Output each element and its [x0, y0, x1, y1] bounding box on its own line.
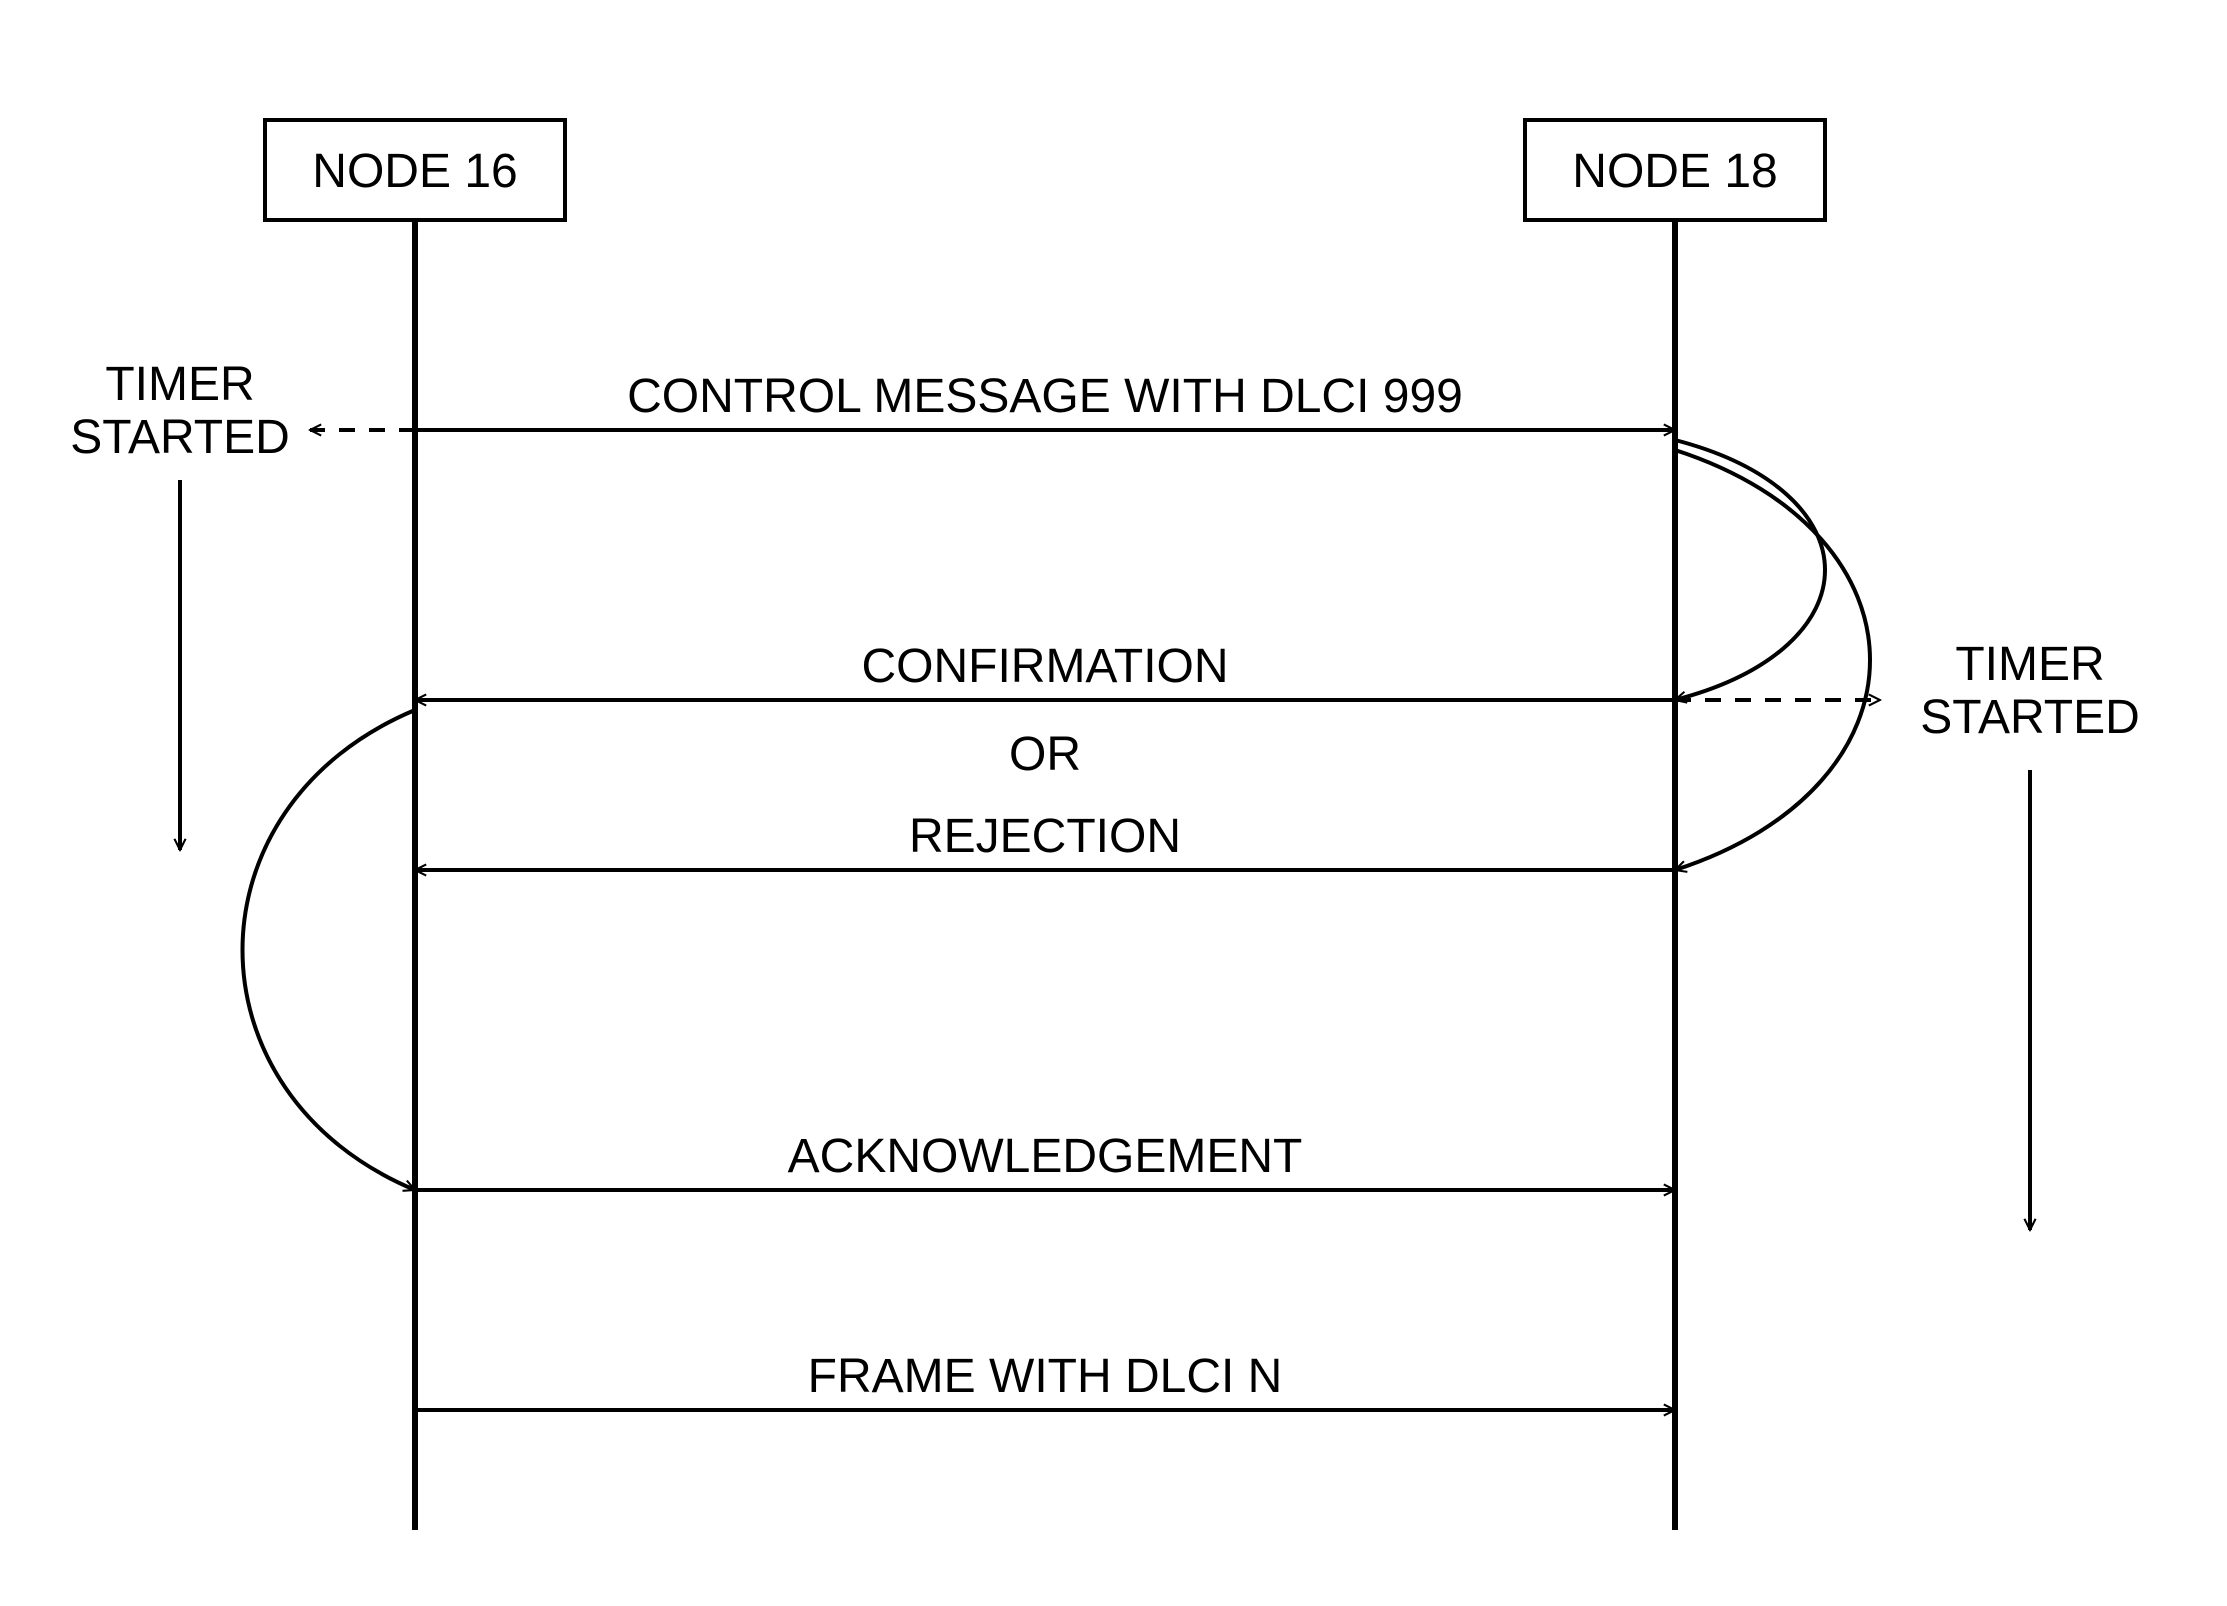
curve-right-1: [1675, 440, 1825, 700]
node-label-left: NODE 16: [312, 145, 517, 198]
message-label-control: CONTROL MESSAGE WITH DLCI 999: [627, 370, 1463, 423]
timer-label1-right: TIMER: [1955, 638, 2104, 691]
message-label-rejection: REJECTION: [909, 810, 1181, 863]
timer-label2-right: STARTED: [1920, 691, 2140, 744]
message-label-ack: ACKNOWLEDGEMENT: [788, 1130, 1303, 1183]
node-label-right: NODE 18: [1572, 145, 1777, 198]
timer-label1-left: TIMER: [105, 358, 254, 411]
timer-label2-left: STARTED: [70, 411, 290, 464]
message-label-or: OR: [1009, 728, 1081, 781]
sequence-diagram: NODE 16 NODE 18 CONTROL MESSAGE WITH DLCI …: [0, 0, 2227, 1606]
message-label-confirmation: CONFIRMATION: [861, 640, 1228, 693]
curve-right-2: [1675, 450, 1870, 870]
curve-left-1: [243, 710, 416, 1190]
message-label-frame: FRAME WITH DLCI N: [808, 1350, 1283, 1403]
